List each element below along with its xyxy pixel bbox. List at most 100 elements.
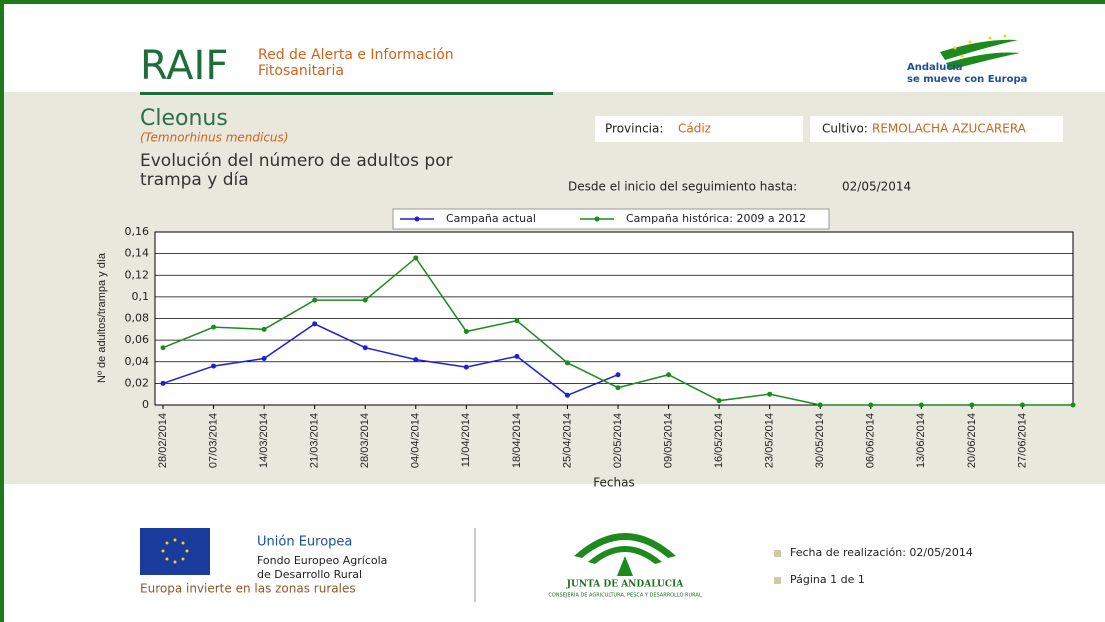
info-label: Cultivo: [822, 122, 868, 136]
data-point [211, 363, 217, 369]
data-point [514, 353, 520, 359]
legend-marker [414, 216, 420, 222]
info-box [595, 116, 803, 142]
data-point [564, 360, 570, 366]
x-tick-label: 30/05/2014 [814, 413, 826, 468]
x-axis-title: Fechas [593, 476, 634, 490]
junta: JUNTA DE ANDALUCIA [566, 580, 685, 590]
junta-arc [574, 533, 676, 558]
swoosh [940, 39, 1018, 60]
x-tick-label: 14/03/2014 [258, 413, 270, 468]
data-point [716, 398, 722, 404]
chart-title: Evolución del número de adultos por [140, 151, 453, 171]
legend-marker [594, 216, 600, 222]
y-tick-label: 0,12 [125, 268, 150, 281]
data-point [767, 391, 773, 397]
ministry: CONSEJERÍA DE AGRICULTURA, PESCA Y DESAR… [548, 592, 701, 599]
bullet [774, 577, 781, 584]
x-tick-label: 21/03/2014 [309, 413, 321, 468]
info-value: Cádiz [678, 122, 711, 136]
data-point [969, 402, 975, 408]
data-point [514, 318, 520, 324]
x-tick-label: 02/05/2014 [612, 413, 624, 468]
swoosh [946, 52, 1020, 70]
y-tick-label: 0,04 [125, 355, 150, 368]
page-line: Página 1 de 1 [790, 573, 865, 586]
info-label: Provincia: [605, 122, 663, 136]
data-point [564, 392, 570, 398]
junta-emblem [617, 556, 633, 576]
logo: RAIF [140, 43, 228, 89]
junta-arc [588, 546, 662, 564]
data-point [1070, 402, 1076, 408]
data-point [463, 364, 469, 370]
org-name: Red de Alerta e Información [258, 47, 454, 63]
chart-title: trampa y día [140, 170, 249, 190]
x-tick-label: 25/04/2014 [561, 413, 573, 468]
data-point [615, 385, 621, 391]
info-box [810, 116, 1063, 142]
eu-fund: de Desarrollo Rural [257, 568, 362, 581]
data-point [1019, 402, 1025, 408]
data-point [312, 321, 318, 327]
x-tick-label: 28/03/2014 [359, 413, 371, 468]
data-point [261, 356, 267, 362]
data-point [615, 372, 621, 378]
data-point [868, 402, 874, 408]
data-point [463, 328, 469, 334]
x-tick-label: 18/04/2014 [511, 413, 523, 468]
data-point [362, 297, 368, 303]
region-logo: se mueve con Europa [907, 74, 1027, 85]
x-tick-label: 20/06/2014 [966, 413, 978, 468]
since-label: Desde el inicio del seguimiento hasta: [568, 180, 797, 194]
y-tick-label: 0,06 [125, 333, 150, 346]
x-tick-label: 16/05/2014 [713, 413, 725, 468]
data-point [666, 372, 672, 378]
data-point [160, 380, 166, 386]
org-name: Fitosanitaria [258, 63, 344, 79]
data-point [413, 357, 419, 363]
y-axis-title: Nº de adultos/trampa y día [96, 252, 108, 383]
eu-fund: Fondo Europeo Agrícola [257, 554, 387, 567]
header-rule [140, 92, 553, 95]
data-point [362, 345, 368, 351]
date-line: Fecha de realización: 02/05/2014 [790, 546, 973, 559]
data-point [918, 402, 924, 408]
border-left [0, 0, 4, 622]
data-point [261, 326, 267, 332]
x-tick-label: 11/04/2014 [460, 413, 472, 467]
data-point [211, 324, 217, 330]
x-tick-label: 04/04/2014 [410, 413, 422, 468]
x-tick-label: 07/03/2014 [207, 413, 219, 468]
x-tick-label: 06/06/2014 [865, 413, 877, 468]
stars [953, 34, 1007, 58]
eu-motto: Europa invierte en las zonas rurales [140, 582, 356, 596]
x-tick-label: 13/06/2014 [915, 413, 927, 468]
eu-title: Unión Europea [257, 535, 352, 550]
legend-label: Campaña histórica: 2009 a 2012 [626, 212, 806, 225]
x-tick-label: 09/05/2014 [662, 413, 674, 468]
data-point [312, 297, 318, 303]
x-tick-label: 27/06/2014 [1016, 413, 1028, 468]
data-point [160, 345, 166, 351]
y-tick-label: 0,1 [132, 290, 150, 303]
legend-label: Campaña actual [446, 212, 536, 225]
info-value: REMOLACHA AZUCARERA [872, 122, 1027, 136]
x-tick-label: 23/05/2014 [764, 413, 776, 468]
eu-stars [161, 538, 189, 564]
pest-name: Cleonus [140, 106, 228, 131]
y-tick-label: 0,02 [125, 376, 150, 389]
pest-scientific: (Temnorhinus mendicus) [140, 131, 288, 145]
data-point [817, 402, 823, 408]
bullet [774, 550, 781, 557]
eu-flag [140, 528, 210, 575]
y-tick-label: 0 [142, 398, 149, 411]
x-tick-label: 28/02/2014 [157, 413, 169, 468]
y-tick-label: 0,08 [125, 312, 150, 325]
since-date: 02/05/2014 [842, 180, 911, 194]
data-point [413, 255, 419, 261]
region-logo: Andalucía [907, 61, 962, 73]
y-tick-label: 0,14 [125, 247, 150, 260]
